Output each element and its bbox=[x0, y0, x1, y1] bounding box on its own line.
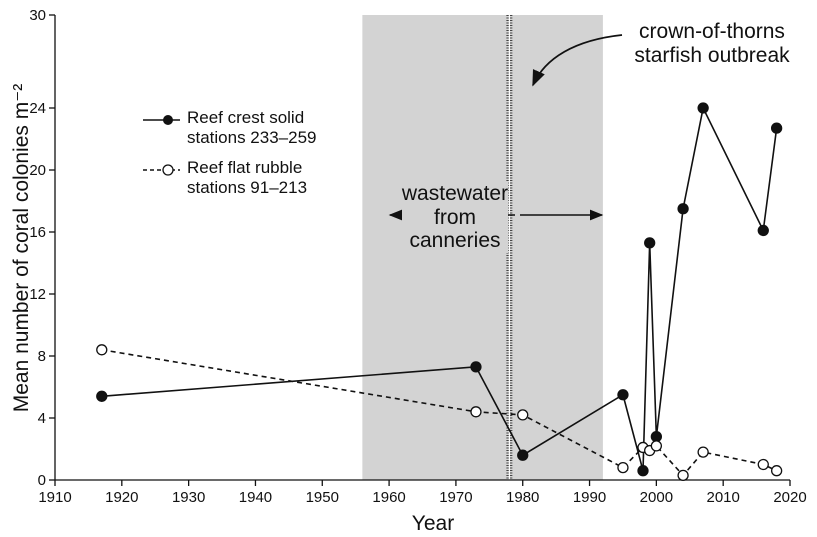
legend-marker bbox=[162, 164, 174, 176]
data-point bbox=[637, 465, 649, 477]
y-tick-label: 0 bbox=[38, 472, 46, 489]
data-point bbox=[757, 458, 769, 471]
data-point bbox=[617, 389, 629, 401]
data-point bbox=[770, 122, 783, 134]
x-tick-label: 1980 bbox=[506, 489, 539, 506]
data-point bbox=[697, 102, 709, 114]
annotation: wastewater from canneries bbox=[380, 182, 530, 253]
x-tick-label: 2010 bbox=[706, 489, 739, 506]
x-tick-label: 1960 bbox=[372, 489, 405, 506]
data-point bbox=[644, 237, 656, 249]
data-point bbox=[96, 390, 108, 402]
legend-marker bbox=[163, 115, 173, 125]
data-point bbox=[617, 461, 629, 474]
data-point bbox=[650, 440, 663, 452]
x-tick-label: 1940 bbox=[239, 489, 272, 506]
x-tick-label: 1970 bbox=[439, 489, 472, 506]
data-point bbox=[770, 465, 783, 477]
y-tick-label: 24 bbox=[29, 100, 46, 117]
data-point bbox=[650, 430, 663, 443]
x-tick-label: 1990 bbox=[573, 489, 606, 506]
y-tick-label: 4 bbox=[38, 410, 46, 427]
x-tick-label: 1930 bbox=[172, 489, 205, 506]
arrow-curved bbox=[532, 34, 623, 87]
y-tick-label: 20 bbox=[29, 162, 46, 179]
y-tick-label: 12 bbox=[29, 286, 46, 303]
x-tick-label: 2000 bbox=[640, 489, 673, 506]
y-tick-label: 16 bbox=[29, 224, 46, 241]
x-tick-label: 1910 bbox=[38, 489, 71, 506]
data-point bbox=[757, 224, 769, 237]
x-tick-label: 1950 bbox=[306, 489, 339, 506]
data-point bbox=[517, 449, 529, 461]
data-point bbox=[677, 469, 689, 482]
x-axis-label: Year bbox=[412, 512, 454, 535]
data-point bbox=[96, 344, 108, 356]
y-tick-label: 30 bbox=[29, 7, 46, 24]
data-point bbox=[677, 203, 689, 215]
x-tick-label: 2020 bbox=[773, 489, 806, 506]
y-axis-label: Mean number of coral colonies m⁻² bbox=[10, 84, 33, 413]
annotation-text: wastewater from canneries bbox=[401, 182, 509, 253]
data-point bbox=[697, 446, 709, 458]
annotation: crown-of-thorns starfish outbreak bbox=[634, 20, 790, 67]
data-point bbox=[470, 361, 482, 373]
data-point bbox=[470, 406, 482, 418]
y-tick-label: 8 bbox=[38, 348, 46, 365]
x-tick-label: 1920 bbox=[105, 489, 138, 506]
data-point bbox=[517, 409, 529, 421]
legend-label: Reef crest solid stations 233–259 bbox=[187, 108, 317, 148]
legend-label: Reef flat rubble stations 91–213 bbox=[187, 158, 308, 198]
